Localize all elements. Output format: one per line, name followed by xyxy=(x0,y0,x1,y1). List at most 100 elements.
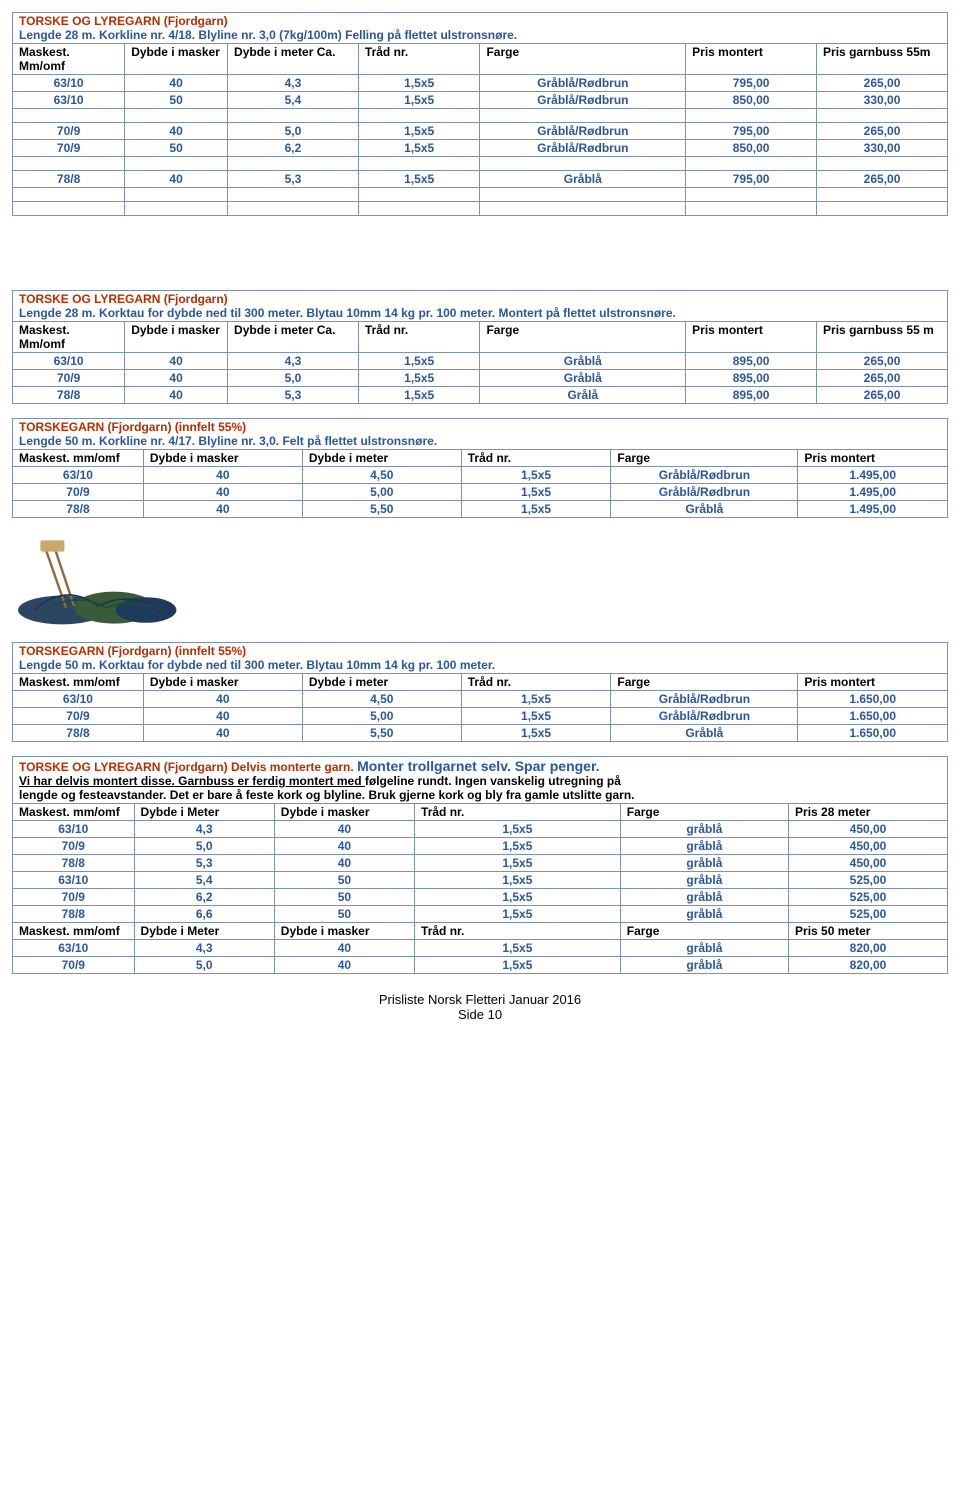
col-maskest: Maskest. mm/omf xyxy=(13,450,144,467)
table-cell: 525,00 xyxy=(789,889,948,906)
col-farge: Farge xyxy=(480,44,686,75)
table-cell: 4,3 xyxy=(228,75,359,92)
table-cell: 265,00 xyxy=(817,387,948,404)
table-cell: 78/8 xyxy=(13,906,135,923)
table-row: 63/105,4501,5x5gråblå525,00 xyxy=(13,872,948,889)
table-cell: 1,5x5 xyxy=(358,92,480,109)
table-cell: 1,5x5 xyxy=(358,370,480,387)
table-cell: 1,5x5 xyxy=(415,940,621,957)
col-tradnr: Tråd nr. xyxy=(415,923,621,940)
table-cell: 1,5x5 xyxy=(461,708,611,725)
table-cell: 63/10 xyxy=(13,821,135,838)
footer-line1: Prisliste Norsk Fletteri Januar 2016 xyxy=(12,992,948,1007)
table-cell: 78/8 xyxy=(13,171,125,188)
empty-cell xyxy=(480,188,686,202)
table-cell: 50 xyxy=(274,889,414,906)
col-farge: Farge xyxy=(620,804,788,821)
table1-title-head: TORSKE OG LYREGARN (Fjordgarn) xyxy=(19,14,228,28)
table-cell: 6,2 xyxy=(134,889,274,906)
table-cell: 5,00 xyxy=(302,708,461,725)
table-cell: 895,00 xyxy=(686,370,817,387)
table-torske-lyregarn-1: TORSKE OG LYREGARN (Fjordgarn) Lengde 28… xyxy=(12,12,948,216)
table-cell: 850,00 xyxy=(686,92,817,109)
table-cell: gråblå xyxy=(620,940,788,957)
table-row: 63/10404,31,5x5Gråblå895,00265,00 xyxy=(13,353,948,370)
table-cell: 1,5x5 xyxy=(461,501,611,518)
table-cell: 6,2 xyxy=(228,140,359,157)
table-torskegarn-innfelt-2: TORSKEGARN (Fjordgarn) (innfelt 55%) Len… xyxy=(12,642,948,742)
table-cell: 1.650,00 xyxy=(798,708,948,725)
table-delvis-monterte: TORSKE OG LYREGARN (Fjordgarn) Delvis mo… xyxy=(12,756,948,974)
table-cell: 63/10 xyxy=(13,467,144,484)
table-cell: gråblå xyxy=(620,872,788,889)
table-cell: 4,3 xyxy=(134,940,274,957)
table-torske-lyregarn-2: TORSKE OG LYREGARN (Fjordgarn) Lengde 28… xyxy=(12,290,948,404)
table-cell: gråblå xyxy=(620,889,788,906)
table-cell: Grålå xyxy=(480,387,686,404)
table-cell: Gråblå xyxy=(611,501,798,518)
table-cell: 63/10 xyxy=(13,92,125,109)
table4-title-head: TORSKEGARN (Fjordgarn) (innfelt 55%) xyxy=(19,644,246,658)
table-cell: 70/9 xyxy=(13,123,125,140)
table-cell: 265,00 xyxy=(817,353,948,370)
col-dybde-meter: Dybde i Meter xyxy=(134,923,274,940)
table-cell: 40 xyxy=(274,855,414,872)
empty-cell xyxy=(480,202,686,216)
table-cell: 5,0 xyxy=(134,957,274,974)
col-maskest: Maskest. mm/omf xyxy=(13,923,135,940)
table-cell: 70/9 xyxy=(13,838,135,855)
table-cell: 850,00 xyxy=(686,140,817,157)
col-dybde-masker: Dybde i masker xyxy=(143,450,302,467)
table-cell: 1,5x5 xyxy=(461,467,611,484)
table-cell: 5,50 xyxy=(302,501,461,518)
empty-cell xyxy=(228,202,359,216)
table-row: 70/9405,01,5x5Gråblå/Rødbrun795,00265,00 xyxy=(13,123,948,140)
table-cell: 70/9 xyxy=(13,370,125,387)
table3-header-row: Maskest. mm/omf Dybde i masker Dybde i m… xyxy=(13,450,948,467)
col-tradnr: Tråd nr. xyxy=(358,44,480,75)
table-cell: 40 xyxy=(274,821,414,838)
table-cell: 1.495,00 xyxy=(798,467,948,484)
empty-cell xyxy=(125,202,228,216)
table-cell: 525,00 xyxy=(789,872,948,889)
empty-cell xyxy=(125,157,228,171)
table-cell: 1,5x5 xyxy=(358,171,480,188)
empty-cell xyxy=(13,157,125,171)
table4-subtitle: Lengde 50 m. Korktau for dybde ned til 3… xyxy=(19,658,495,672)
empty-cell xyxy=(686,157,817,171)
table5-line1c: følgeline rundt. Ingen vanskelig utregni… xyxy=(365,774,621,788)
table3-sub-post: Felt på flettet ulstronsnøre. xyxy=(279,434,437,448)
table-cell: 40 xyxy=(125,353,228,370)
table-cell: Gråblå/Rødbrun xyxy=(611,708,798,725)
empty-cell xyxy=(13,202,125,216)
table-cell: 50 xyxy=(125,140,228,157)
col-dybde-masker: Dybde i masker xyxy=(274,804,414,821)
table-cell: 1,5x5 xyxy=(415,838,621,855)
col-maskest: Maskest. mm/omf xyxy=(13,804,135,821)
table-cell: 1,5x5 xyxy=(415,906,621,923)
table1-subtitle: Lengde 28 m. Korkline nr. 4/18. Blyline … xyxy=(19,28,517,42)
col-tradnr: Tråd nr. xyxy=(415,804,621,821)
table-cell: 1,5x5 xyxy=(415,957,621,974)
table-cell: 5,0 xyxy=(228,370,359,387)
table-cell: 4,3 xyxy=(228,353,359,370)
table-cell: 40 xyxy=(143,725,302,742)
table5-header1: Maskest. mm/omf Dybde i Meter Dybde i ma… xyxy=(13,804,948,821)
table-cell: 450,00 xyxy=(789,855,948,872)
col-maskest: Maskest. mm/omf xyxy=(13,674,144,691)
col-pris-montert: Pris montert xyxy=(798,450,948,467)
col-dybde-masker: Dybde i masker xyxy=(125,44,228,75)
empty-cell xyxy=(686,188,817,202)
table-torskegarn-innfelt-1: TORSKEGARN (Fjordgarn) (innfelt 55%) Len… xyxy=(12,418,948,518)
table-cell: 5,3 xyxy=(228,387,359,404)
table-row: 70/96,2501,5x5gråblå525,00 xyxy=(13,889,948,906)
table-cell: 1.495,00 xyxy=(798,501,948,518)
table-cell: 265,00 xyxy=(817,370,948,387)
table-cell: 4,3 xyxy=(134,821,274,838)
table-cell: 1,5x5 xyxy=(358,353,480,370)
table-cell: 63/10 xyxy=(13,353,125,370)
empty-cell xyxy=(817,202,948,216)
table-cell: 265,00 xyxy=(817,171,948,188)
table-row: 78/8405,501,5x5Gråblå1.650,00 xyxy=(13,725,948,742)
table-cell: Gråblå/Rødbrun xyxy=(480,140,686,157)
